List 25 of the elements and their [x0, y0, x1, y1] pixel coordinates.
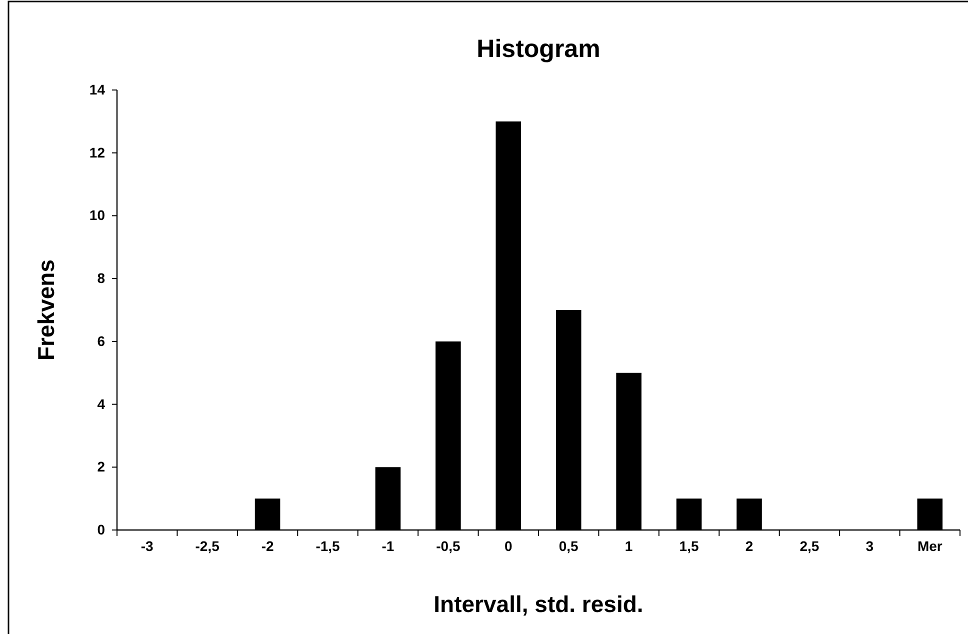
- x-tick-label: -0,5: [436, 538, 460, 554]
- chart-title: Histogram: [476, 35, 600, 63]
- y-tick-label: 4: [97, 396, 106, 412]
- x-tick-label: Mer: [917, 538, 943, 554]
- x-axis-title: Intervall, std. resid.: [434, 591, 644, 617]
- x-tick-label: -2: [261, 538, 274, 554]
- y-tick-label: 10: [89, 207, 106, 224]
- x-tick-label: 2,5: [800, 538, 820, 554]
- x-tick-label: 0: [504, 538, 512, 554]
- x-tick-label: -1: [382, 538, 394, 554]
- y-tick-label: 14: [89, 81, 106, 98]
- x-tick-label: -3: [140, 538, 154, 554]
- y-tick-label: 2: [97, 458, 106, 475]
- x-tick-label: 1,5: [679, 538, 699, 554]
- x-tick-label: 1: [624, 538, 633, 554]
- y-tick-label: 0: [97, 521, 106, 538]
- y-tick-label: 8: [97, 270, 106, 286]
- x-tick-label: 2: [745, 538, 754, 554]
- y-axis-title: Frekvens: [33, 259, 59, 361]
- x-tick-label: 3: [866, 538, 874, 554]
- x-tick-label: 0,5: [558, 538, 579, 554]
- x-tick-label: -2,5: [195, 538, 220, 554]
- y-tick-label: 6: [97, 332, 106, 349]
- x-tick-label: -1,5: [316, 538, 340, 554]
- y-tick-label: 12: [89, 144, 106, 160]
